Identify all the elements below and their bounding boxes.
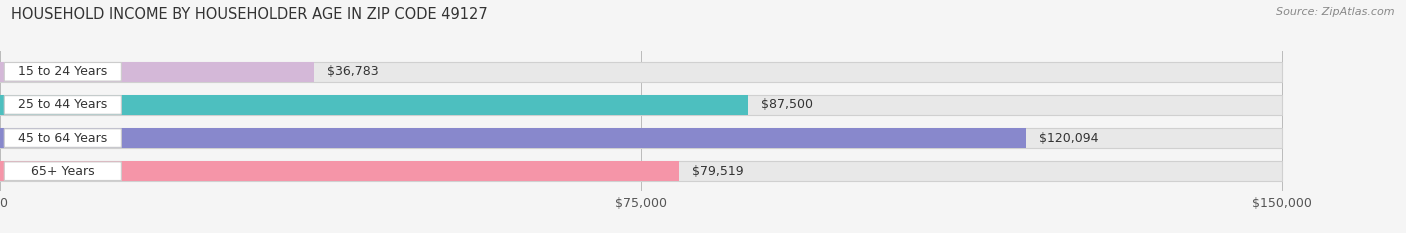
Bar xyxy=(0,95,1282,115)
Bar xyxy=(0,62,1282,82)
Text: $79,519: $79,519 xyxy=(692,165,744,178)
Text: Source: ZipAtlas.com: Source: ZipAtlas.com xyxy=(1277,7,1395,17)
Bar xyxy=(0,62,315,82)
Text: $120,094: $120,094 xyxy=(1039,132,1098,144)
FancyBboxPatch shape xyxy=(4,62,121,81)
FancyBboxPatch shape xyxy=(4,162,121,181)
Bar xyxy=(0,161,1282,182)
Text: $87,500: $87,500 xyxy=(761,98,813,111)
Text: 25 to 44 Years: 25 to 44 Years xyxy=(18,98,107,111)
Bar xyxy=(0,128,1282,148)
Text: HOUSEHOLD INCOME BY HOUSEHOLDER AGE IN ZIP CODE 49127: HOUSEHOLD INCOME BY HOUSEHOLDER AGE IN Z… xyxy=(11,7,488,22)
Bar xyxy=(0,161,679,182)
Text: 65+ Years: 65+ Years xyxy=(31,165,94,178)
Text: 15 to 24 Years: 15 to 24 Years xyxy=(18,65,107,78)
Text: $36,783: $36,783 xyxy=(328,65,378,78)
FancyBboxPatch shape xyxy=(4,129,121,147)
Bar xyxy=(0,128,1026,148)
Text: 45 to 64 Years: 45 to 64 Years xyxy=(18,132,107,144)
Bar xyxy=(0,95,748,115)
FancyBboxPatch shape xyxy=(4,96,121,114)
